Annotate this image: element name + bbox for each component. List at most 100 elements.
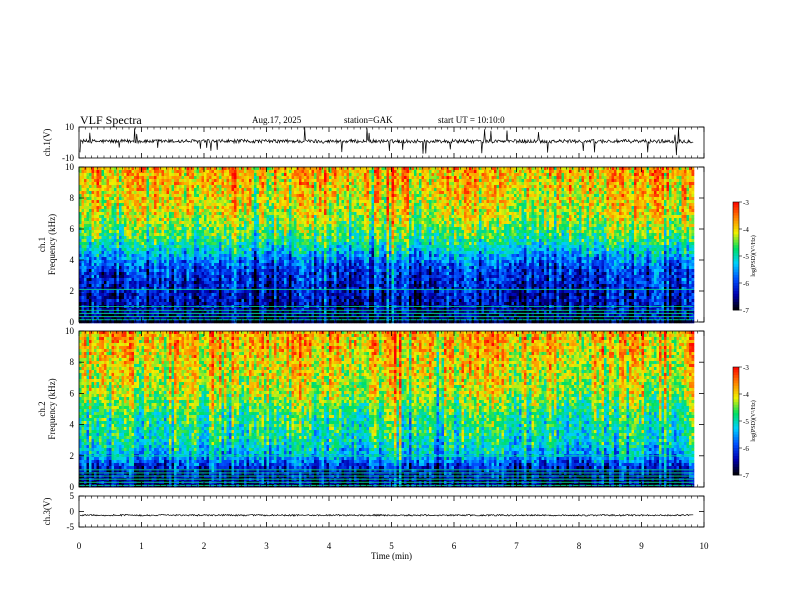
- spectrogram-cell: [264, 263, 267, 266]
- spectrogram-cell: [82, 242, 85, 245]
- spectrogram-cell: [182, 173, 185, 176]
- spectrogram-cell: [142, 239, 145, 242]
- spectrogram-cell: [257, 182, 260, 185]
- spectrogram-cell: [209, 263, 212, 266]
- spectrogram-cell: [144, 227, 147, 230]
- spectrogram-cell: [292, 299, 295, 302]
- spectrogram-cell: [117, 224, 120, 227]
- spectrogram-cell: [127, 212, 130, 215]
- spectrogram-cell: [264, 242, 267, 245]
- spectrogram-cell: [269, 188, 272, 191]
- spectrogram-cell: [297, 200, 300, 203]
- spectrogram-cell: [267, 224, 270, 227]
- spectrogram-cell: [134, 200, 137, 203]
- spectrogram-cell: [157, 233, 160, 236]
- spectrogram-cell: [119, 176, 122, 179]
- spectrogram-cell: [207, 221, 210, 224]
- spectrogram-cell: [94, 245, 97, 248]
- spectrogram-cell: [307, 167, 310, 170]
- spectrogram-cell: [194, 185, 197, 188]
- spectrogram-cell: [112, 215, 115, 218]
- spectrogram-cell: [94, 269, 97, 272]
- spectrogram-cell: [177, 230, 180, 233]
- spectrogram-cell: [114, 194, 117, 197]
- spectrogram-cell: [194, 269, 197, 272]
- spectrogram-cell: [159, 290, 162, 293]
- spectrogram-cell: [234, 179, 237, 182]
- spectrogram-cell: [307, 284, 310, 287]
- spectrogram-cell: [192, 272, 195, 275]
- spectrogram-cell: [252, 281, 255, 284]
- spectrogram-cell: [294, 209, 297, 212]
- spectrogram-cell: [259, 209, 262, 212]
- spectrogram-cell: [117, 197, 120, 200]
- spectrogram-cell: [127, 224, 130, 227]
- spectrogram-cell: [284, 182, 287, 185]
- spectrogram-cell: [149, 299, 152, 302]
- spectrogram-cell: [127, 233, 130, 236]
- spectrogram-cell: [307, 221, 310, 224]
- spectrogram-cell: [242, 242, 245, 245]
- spectrogram-cell: [117, 221, 120, 224]
- spectrogram-cell: [277, 257, 280, 260]
- spectrogram-cell: [187, 251, 190, 254]
- spectrogram-cell: [234, 293, 237, 296]
- spectrogram-cell: [164, 290, 167, 293]
- spectrogram-cell: [252, 263, 255, 266]
- spectrogram-cell: [132, 188, 135, 191]
- spectrogram-cell: [197, 263, 200, 266]
- spectrogram-cell: [224, 278, 227, 281]
- spectrogram-cell: [249, 242, 252, 245]
- spectrogram-cell: [97, 191, 100, 194]
- spectrogram-cell: [84, 227, 87, 230]
- spectrogram-cell: [104, 167, 107, 170]
- spectrogram-cell: [272, 245, 275, 248]
- spectrogram-cell: [192, 293, 195, 296]
- spectrogram-cell: [214, 185, 217, 188]
- spectrogram-cell: [89, 266, 92, 269]
- spectrogram-cell: [172, 260, 175, 263]
- spectrogram-cell: [274, 182, 277, 185]
- spectrogram-cell: [157, 257, 160, 260]
- spectrogram-cell: [189, 239, 192, 242]
- spectrogram-cell: [232, 197, 235, 200]
- spectrogram-cell: [244, 185, 247, 188]
- spectrogram-cell: [132, 194, 135, 197]
- spectrogram-cell: [162, 167, 165, 170]
- spectrogram-cell: [242, 197, 245, 200]
- spectrogram-cell: [127, 185, 130, 188]
- spectrogram-cell: [292, 188, 295, 191]
- spectrogram-cell: [294, 266, 297, 269]
- spectrogram-cell: [229, 176, 232, 179]
- spectrogram-cell: [207, 230, 210, 233]
- spectrogram-cell: [242, 224, 245, 227]
- spectrogram-cell: [259, 299, 262, 302]
- spectrogram-cell: [212, 272, 215, 275]
- spectrogram-cell: [179, 206, 182, 209]
- spectrogram-cell: [274, 269, 277, 272]
- spectrogram-cell: [184, 272, 187, 275]
- spectrogram-cell: [252, 191, 255, 194]
- spectrogram-cell: [167, 200, 170, 203]
- spectrogram-cell: [289, 206, 292, 209]
- spectrogram-cell: [189, 254, 192, 257]
- spectrogram-cell: [112, 272, 115, 275]
- spectrogram-cell: [259, 170, 262, 173]
- spectrogram-cell: [294, 242, 297, 245]
- spectrogram-cell: [149, 248, 152, 251]
- spectrogram-cell: [287, 212, 290, 215]
- spectrogram-cell: [129, 206, 132, 209]
- spectrogram-cell: [287, 194, 290, 197]
- spectrogram-cell: [107, 206, 110, 209]
- spectrogram-cell: [82, 209, 85, 212]
- spectrogram-cell: [92, 206, 95, 209]
- spectrogram-cell: [184, 197, 187, 200]
- spectrogram-cell: [292, 191, 295, 194]
- spectrogram-cell: [282, 269, 285, 272]
- spectrogram-cell: [292, 209, 295, 212]
- spectrogram-cell: [289, 221, 292, 224]
- spectrogram-cell: [239, 197, 242, 200]
- spectrogram-cell: [187, 257, 190, 260]
- spectrogram-cell: [92, 215, 95, 218]
- spectrogram-cell: [79, 293, 82, 296]
